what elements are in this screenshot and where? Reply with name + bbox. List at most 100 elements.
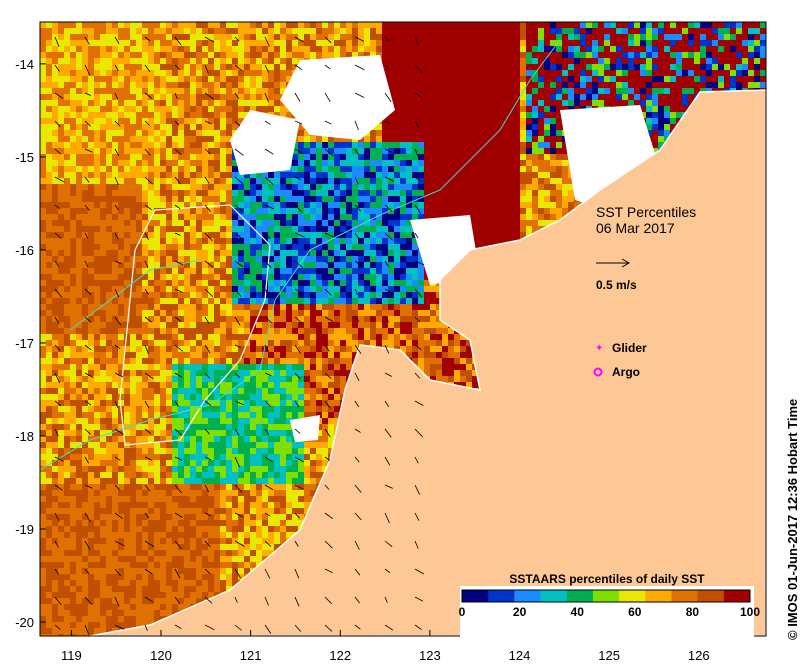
sst-pixel: [436, 70, 442, 76]
sst-pixel: [556, 136, 562, 142]
sst-pixel: [646, 94, 652, 100]
sst-pixel: [292, 58, 298, 64]
sst-pixel: [244, 28, 250, 34]
sst-pixel: [598, 28, 604, 34]
sst-pixel: [274, 250, 280, 256]
sst-pixel: [382, 238, 388, 244]
sst-pixel: [292, 232, 298, 238]
sst-pixel: [688, 52, 694, 58]
sst-pixel: [424, 178, 430, 184]
sst-pixel: [352, 142, 358, 148]
sst-pixel: [346, 244, 352, 250]
sst-pixel: [484, 220, 490, 226]
sst-pixel: [70, 232, 76, 238]
sst-pixel: [304, 22, 310, 28]
sst-pixel: [184, 112, 190, 118]
sst-pixel: [214, 196, 220, 202]
sst-pixel: [166, 76, 172, 82]
sst-pixel: [292, 46, 298, 52]
sst-pixel: [190, 214, 196, 220]
sst-pixel: [352, 166, 358, 172]
sst-pixel: [310, 256, 316, 262]
sst-pixel: [676, 82, 682, 88]
sst-pixel: [556, 160, 562, 166]
sst-pixel: [100, 76, 106, 82]
sst-pixel: [184, 238, 190, 244]
sst-pixel: [178, 172, 184, 178]
sst-pixel: [436, 94, 442, 100]
sst-pixel: [40, 64, 46, 70]
sst-pixel: [478, 166, 484, 172]
sst-pixel: [226, 226, 232, 232]
sst-pixel: [274, 190, 280, 196]
sst-pixel: [322, 214, 328, 220]
sst-pixel: [388, 142, 394, 148]
sst-pixel: [220, 196, 226, 202]
sst-pixel: [628, 34, 634, 40]
sst-pixel: [262, 238, 268, 244]
sst-pixel: [346, 202, 352, 208]
sst-pixel: [40, 100, 46, 106]
sst-pixel: [454, 22, 460, 28]
sst-pixel: [190, 226, 196, 232]
sst-pixel: [88, 58, 94, 64]
sst-pixel: [244, 220, 250, 226]
sst-pixel: [574, 34, 580, 40]
sst-pixel: [286, 244, 292, 250]
sst-pixel: [622, 64, 628, 70]
sst-pixel: [448, 46, 454, 52]
sst-pixel: [310, 202, 316, 208]
sst-pixel: [82, 196, 88, 202]
sst-pixel: [520, 142, 526, 148]
sst-pixel: [550, 172, 556, 178]
sst-pixel: [196, 190, 202, 196]
sst-pixel: [88, 136, 94, 142]
sst-pixel: [76, 70, 82, 76]
sst-pixel: [484, 70, 490, 76]
sst-pixel: [472, 220, 478, 226]
sst-pixel: [256, 202, 262, 208]
sst-pixel: [40, 262, 46, 268]
sst-pixel: [160, 130, 166, 136]
sst-pixel: [658, 70, 664, 76]
sst-pixel: [478, 112, 484, 118]
sst-pixel: [160, 226, 166, 232]
sst-pixel: [58, 46, 64, 52]
sst-pixel: [706, 40, 712, 46]
sst-pixel: [406, 130, 412, 136]
sst-pixel: [202, 76, 208, 82]
sst-pixel: [580, 76, 586, 82]
sst-pixel: [118, 160, 124, 166]
sst-pixel: [652, 28, 658, 34]
sst-pixel: [130, 52, 136, 58]
sst-pixel: [208, 100, 214, 106]
sst-pixel: [136, 22, 142, 28]
sst-pixel: [112, 100, 118, 106]
sst-pixel: [388, 262, 394, 268]
sst-pixel: [418, 148, 424, 154]
sst-pixel: [88, 190, 94, 196]
sst-pixel: [406, 82, 412, 88]
sst-pixel: [544, 100, 550, 106]
sst-pixel: [52, 40, 58, 46]
sst-pixel: [424, 106, 430, 112]
sst-pixel: [346, 196, 352, 202]
sst-pixel: [190, 40, 196, 46]
sst-pixel: [334, 172, 340, 178]
sst-pixel: [226, 142, 232, 148]
sst-pixel: [340, 28, 346, 34]
sst-pixel: [556, 106, 562, 112]
sst-pixel: [754, 70, 760, 76]
sst-pixel: [256, 34, 262, 40]
sst-pixel: [184, 82, 190, 88]
sst-pixel: [364, 250, 370, 256]
sst-pixel: [292, 166, 298, 172]
sst-pixel: [676, 58, 682, 64]
sst-pixel: [562, 100, 568, 106]
sst-pixel: [640, 34, 646, 40]
sst-pixel: [100, 82, 106, 88]
sst-pixel: [160, 82, 166, 88]
sst-pixel: [448, 196, 454, 202]
sst-pixel: [520, 220, 526, 226]
sst-pixel: [490, 196, 496, 202]
